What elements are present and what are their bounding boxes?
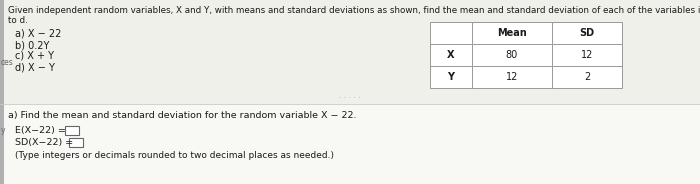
Bar: [65, 126, 79, 135]
Text: a) X − 22: a) X − 22: [15, 29, 62, 39]
Text: b) 0.2Y: b) 0.2Y: [15, 40, 50, 50]
Text: ces: ces: [1, 58, 14, 67]
Text: · · · · ·: · · · · ·: [340, 94, 360, 103]
Bar: [0, 105, 700, 184]
Text: (Type integers or decimals rounded to two decimal places as needed.): (Type integers or decimals rounded to tw…: [15, 151, 334, 160]
Text: SD: SD: [580, 28, 594, 38]
Text: Mean: Mean: [497, 28, 527, 38]
Text: 12: 12: [581, 50, 593, 60]
Text: a) Find the mean and standard deviation for the random variable X − 22.: a) Find the mean and standard deviation …: [8, 111, 356, 120]
Bar: [69, 138, 83, 147]
Text: d) X − Y: d) X − Y: [15, 62, 55, 72]
Bar: [430, 22, 622, 88]
Text: to d.: to d.: [8, 16, 28, 25]
Text: X: X: [447, 50, 455, 60]
Text: Y: Y: [447, 72, 454, 82]
Text: 80: 80: [506, 50, 518, 60]
Text: c) X + Y: c) X + Y: [15, 51, 54, 61]
Text: SD(X−22) =: SD(X−22) =: [15, 138, 74, 147]
Bar: [0, 0, 700, 105]
Text: 2: 2: [584, 72, 590, 82]
Text: 12: 12: [506, 72, 518, 82]
Bar: [0, 0, 4, 184]
Text: E(X−22) =: E(X−22) =: [15, 126, 66, 135]
Bar: [430, 22, 622, 88]
Text: Given independent random variables, X and Y, with means and standard deviations : Given independent random variables, X an…: [8, 6, 700, 15]
Text: y: y: [1, 126, 6, 135]
